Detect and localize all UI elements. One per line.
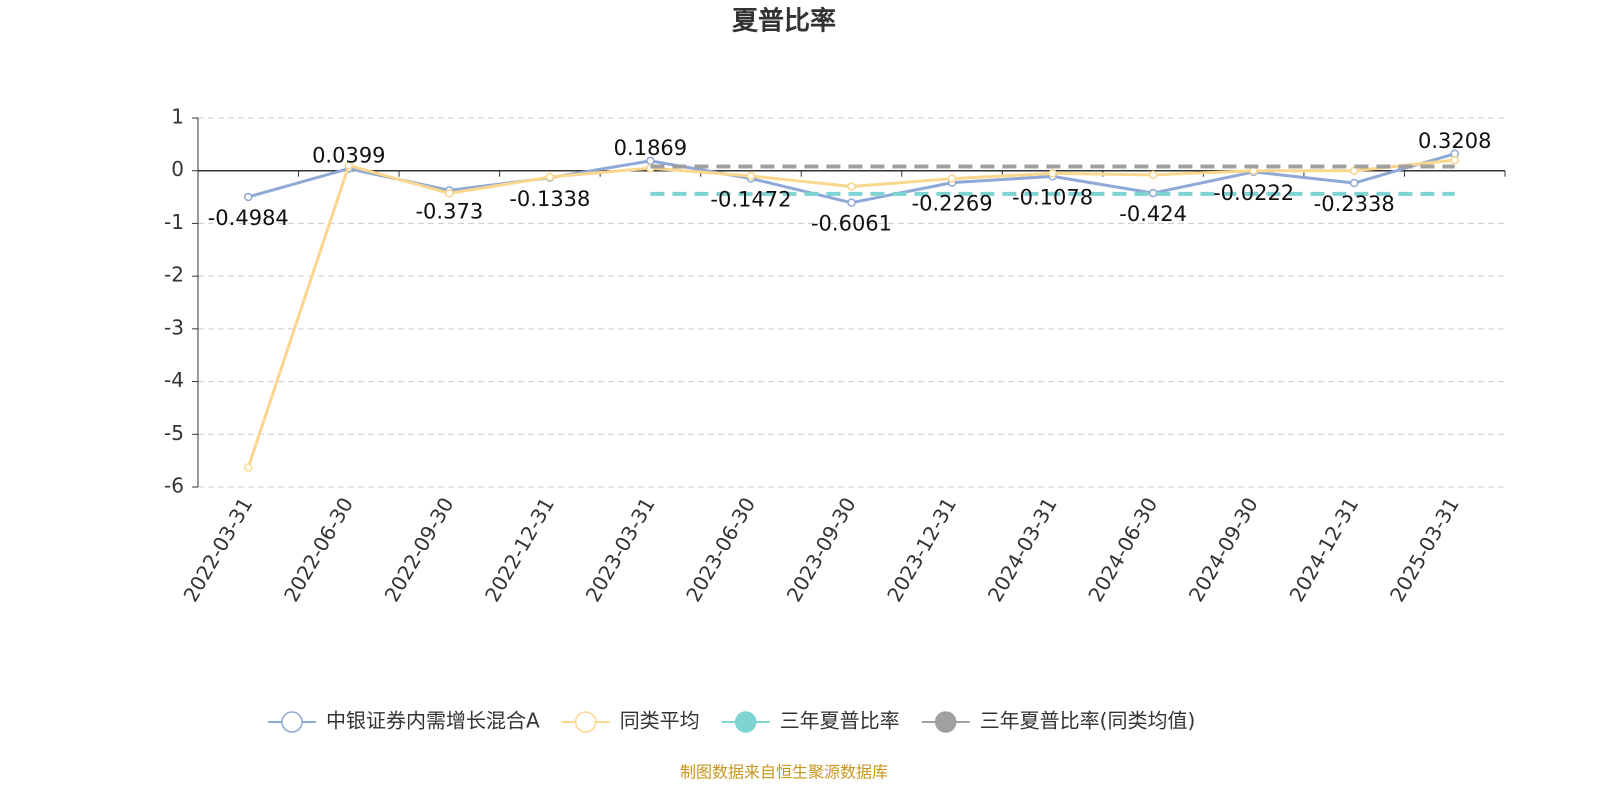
legend-marker xyxy=(281,711,303,733)
x-tick-label: 2024-09-30 xyxy=(1184,493,1263,606)
data-label: -0.2269 xyxy=(912,192,993,216)
point xyxy=(1450,155,1459,165)
y-tick-label: -4 xyxy=(164,368,184,392)
point xyxy=(1349,178,1359,188)
data-label: 0.0399 xyxy=(312,144,385,168)
point xyxy=(947,174,957,183)
x-tick-label: 2023-06-30 xyxy=(681,493,760,606)
point xyxy=(344,161,354,170)
legend-label: 同类平均 xyxy=(620,709,700,733)
data-label: -0.6061 xyxy=(811,212,892,236)
data-label: -0.424 xyxy=(1119,202,1187,226)
data-label: -0.1078 xyxy=(1012,185,1093,209)
legend-marker xyxy=(734,711,757,733)
legend: 中银证券内需增长混合A 同类平均 三年夏普比率 三年夏普比率(同类均值) xyxy=(268,709,1195,733)
x-tick-label: 2024-12-31 xyxy=(1284,493,1363,606)
point xyxy=(847,198,856,207)
y-tick-label: -2 xyxy=(164,263,184,287)
x-tick-label: 2024-03-31 xyxy=(983,493,1062,606)
legend-label: 三年夏普比率 xyxy=(780,709,900,733)
point xyxy=(244,192,253,202)
point xyxy=(847,182,856,191)
y-tick-label: -5 xyxy=(164,421,184,445)
x-tick-label: 2022-03-31 xyxy=(178,493,257,606)
point xyxy=(545,172,555,182)
y-tick-label: -1 xyxy=(164,210,184,234)
point xyxy=(1148,170,1158,180)
y-tick-label: 0 xyxy=(171,157,184,181)
data-label: -0.4984 xyxy=(208,206,289,230)
x-tick-label: 2023-12-31 xyxy=(882,493,961,606)
legend-label: 中银证券内需增长混合A xyxy=(326,709,540,733)
x-tick-label: 2022-06-30 xyxy=(279,493,358,606)
point xyxy=(1349,166,1359,175)
data-label: -0.0222 xyxy=(1213,181,1294,205)
y-tick-label: 1 xyxy=(171,105,184,129)
point xyxy=(746,171,756,181)
point xyxy=(1148,188,1158,198)
point xyxy=(1048,169,1057,178)
x-tick-label: 2024-06-30 xyxy=(1083,493,1162,606)
data-label: -0.2338 xyxy=(1314,192,1395,216)
data-label: -0.1338 xyxy=(509,187,590,211)
x-tick-label: 2022-09-30 xyxy=(380,493,459,606)
source-note: 制图数据来自恒生聚源数据库 xyxy=(680,763,888,782)
y-tick-label: -6 xyxy=(164,474,184,498)
y-tick-label: -3 xyxy=(164,315,184,339)
point xyxy=(445,189,454,198)
x-tick-label: 2022-12-31 xyxy=(480,493,559,606)
data-label: 0.3208 xyxy=(1418,129,1491,153)
data-label: -0.373 xyxy=(415,199,483,223)
x-tick-label: 2023-09-30 xyxy=(782,493,861,606)
legend-label: 三年夏普比率(同类均值) xyxy=(980,709,1196,733)
data-label: -0.1472 xyxy=(710,187,791,211)
data-label: 0.1869 xyxy=(614,136,687,160)
x-tick-label: 2023-03-31 xyxy=(581,493,660,606)
legend-marker xyxy=(574,711,597,733)
point xyxy=(244,463,253,472)
x-tick-label: 2025-03-31 xyxy=(1385,493,1464,606)
chart-title: 夏普比率 xyxy=(732,6,836,37)
legend-marker xyxy=(934,711,957,733)
